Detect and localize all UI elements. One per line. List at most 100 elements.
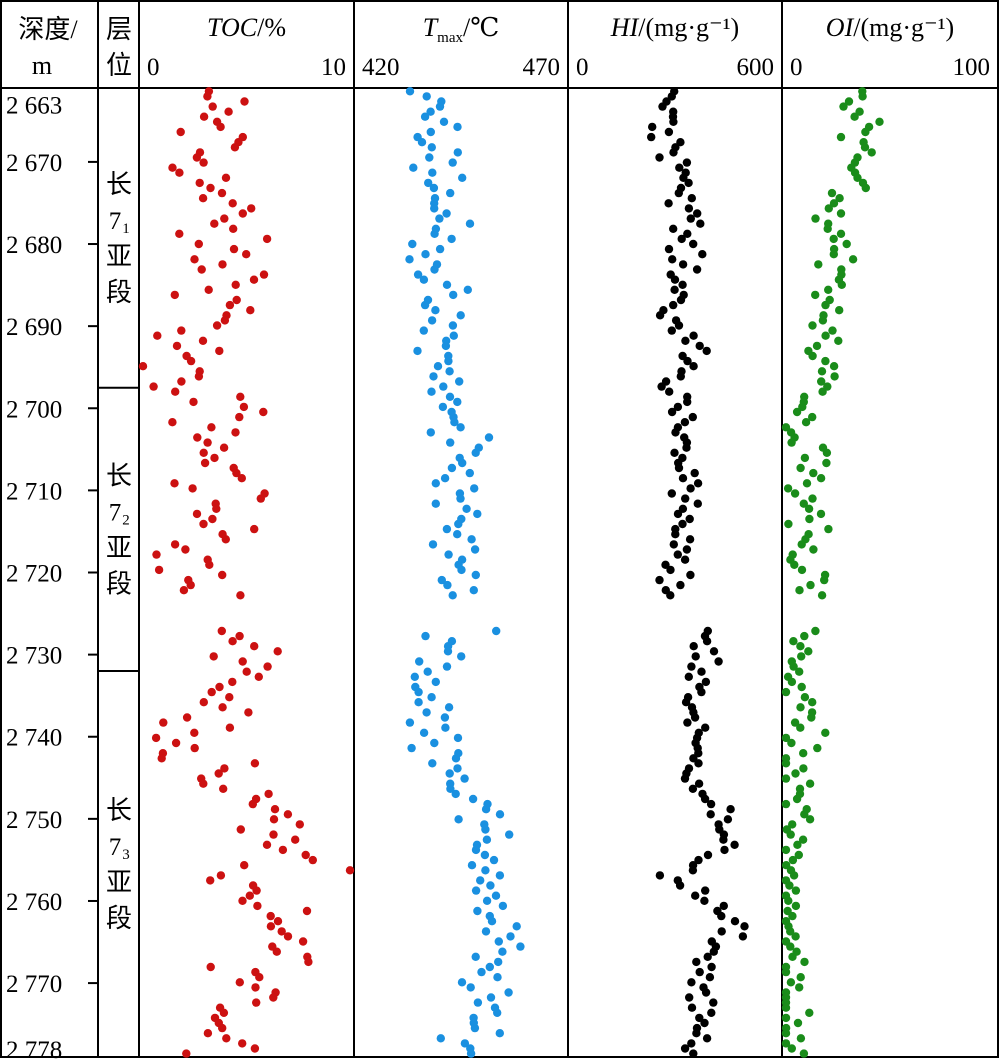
toc-point (172, 341, 182, 351)
tmax-point (431, 677, 440, 687)
tmax-point (489, 855, 499, 865)
toc-point (273, 917, 283, 926)
oi-point (786, 942, 795, 951)
tmax-point (442, 524, 452, 534)
tmax-point (445, 769, 454, 778)
hi-point (685, 535, 695, 544)
track-title-main: TOC (207, 13, 258, 42)
oi-point (796, 463, 805, 473)
toc-point (225, 300, 235, 310)
tmax-point (421, 250, 430, 259)
toc-point (210, 453, 219, 463)
toc-point (277, 927, 286, 936)
toc-point (138, 362, 148, 371)
toc-point (236, 591, 245, 600)
toc-point (262, 234, 272, 244)
toc-point (259, 407, 268, 417)
toc-point (170, 540, 180, 549)
hi-point (684, 672, 693, 681)
hi-point (693, 499, 702, 508)
oi-point (787, 677, 797, 687)
tmax-point (413, 270, 423, 279)
toc-point (237, 474, 246, 483)
toc-point (230, 143, 240, 152)
track-header-toc: TOC/% 0 10 (147, 13, 346, 81)
oi-point (784, 519, 793, 529)
hi-point (703, 952, 712, 961)
tmax-point (405, 255, 414, 264)
track-title-unit: /(mg·g⁻¹) (638, 13, 739, 42)
hi-point (674, 463, 684, 473)
toc-point (171, 738, 181, 748)
tmax-point (419, 326, 428, 335)
oi-point (781, 774, 791, 783)
oi-point (781, 845, 791, 855)
depth-tick-label: 2 690 (6, 314, 62, 341)
oi-point (799, 764, 808, 773)
toc-point (159, 718, 168, 727)
toc-point (149, 382, 158, 391)
hi-point (687, 978, 696, 987)
oi-point (781, 759, 791, 768)
tmax-point (435, 244, 445, 254)
tmax-point (405, 87, 415, 96)
tmax-point (504, 988, 513, 997)
tmax-point (458, 458, 467, 468)
hi-point (677, 234, 686, 244)
tmax-point (495, 871, 505, 880)
toc-point (256, 494, 265, 503)
toc-point (244, 708, 253, 717)
tmax-point (447, 463, 457, 473)
hi-point (670, 285, 679, 294)
oi-point (813, 743, 822, 753)
oi-point (824, 204, 833, 213)
toc-point (221, 535, 230, 544)
hi-point (669, 540, 678, 549)
tmax-point (469, 586, 478, 595)
hi-point (676, 372, 685, 381)
oi-point (820, 575, 829, 585)
hi-point (709, 947, 718, 956)
hi-point (655, 575, 664, 585)
zone-number: 7 (109, 208, 122, 235)
tmax-point (505, 830, 514, 839)
hi-point (685, 993, 694, 1002)
zone-number: 7 (109, 834, 122, 861)
toc-point (229, 224, 238, 233)
toc-point (182, 713, 192, 722)
oi-point (821, 331, 830, 340)
track-header-tmax: Tmax/℃ 420 470 (362, 13, 560, 81)
oi-point (836, 209, 846, 218)
tmax-point (419, 275, 429, 284)
hi-point (664, 244, 674, 254)
toc-point (278, 845, 288, 855)
hi-point (681, 698, 691, 707)
toc-point (295, 820, 304, 829)
oi-point (805, 815, 815, 824)
zone-label-2: 长 7 2 亚段 (106, 461, 132, 599)
tmax-point (448, 158, 457, 167)
oi-point (798, 402, 807, 412)
zone-name-char: 长 (106, 461, 132, 491)
toc-point (270, 805, 280, 814)
oi-point (790, 489, 800, 498)
hi-point (676, 295, 686, 305)
toc-point (254, 672, 263, 681)
tmax-point (444, 356, 453, 366)
oi-point (791, 769, 800, 778)
tmax-point (414, 687, 423, 697)
hi-point (682, 158, 692, 167)
toc-point (248, 799, 257, 809)
hi-point (694, 855, 703, 865)
hi-point (689, 331, 698, 340)
oi-point (867, 148, 876, 157)
hi-point (655, 871, 665, 880)
hi-point (697, 687, 706, 697)
oi-point (781, 1003, 791, 1012)
toc-point (272, 947, 281, 956)
tmax-point (458, 173, 467, 182)
zone-boundaries (98, 386, 139, 673)
tmax-point (441, 341, 451, 351)
